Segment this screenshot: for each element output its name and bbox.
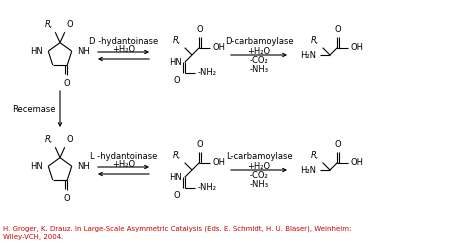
Text: OH: OH	[213, 158, 226, 167]
Text: NH: NH	[77, 162, 90, 171]
Text: O: O	[67, 135, 73, 144]
Text: O: O	[64, 80, 71, 88]
Text: -NH₂: -NH₂	[197, 183, 216, 192]
Text: +H₂O: +H₂O	[247, 162, 271, 170]
Text: OH: OH	[213, 43, 226, 52]
Text: O: O	[334, 25, 341, 34]
Text: -CO₂: -CO₂	[250, 56, 268, 64]
Text: D -hydantoinase: D -hydantoinase	[89, 37, 158, 45]
Text: +H₂O: +H₂O	[112, 160, 135, 168]
Text: -NH₃: -NH₃	[249, 64, 268, 74]
Text: H₂N: H₂N	[301, 50, 317, 60]
Text: OH: OH	[351, 158, 364, 167]
Text: O: O	[173, 191, 180, 200]
Text: +H₂O: +H₂O	[112, 44, 135, 54]
Text: HN: HN	[30, 47, 43, 56]
Text: R,: R,	[173, 151, 182, 160]
Text: R,: R,	[311, 151, 319, 160]
Text: O: O	[67, 20, 73, 29]
Text: O: O	[64, 194, 71, 204]
Text: R,: R,	[173, 36, 182, 45]
Text: +H₂O: +H₂O	[247, 46, 271, 56]
Text: O: O	[334, 140, 341, 149]
Text: H₂N: H₂N	[301, 165, 317, 174]
Text: HN: HN	[30, 162, 43, 171]
Text: HN: HN	[169, 173, 182, 182]
Text: R,: R,	[45, 20, 53, 29]
Text: -NH₃: -NH₃	[249, 180, 268, 188]
Text: -CO₂: -CO₂	[250, 170, 268, 180]
Text: O: O	[173, 76, 180, 85]
Text: OH: OH	[351, 43, 364, 52]
Text: R,: R,	[45, 135, 53, 144]
Text: HN: HN	[169, 58, 182, 67]
Text: NH: NH	[77, 47, 90, 56]
Text: R,: R,	[311, 36, 319, 45]
Text: H. Groger, K. Drauz. In Large-Scale Asymmetric Catalysis (Eds. E. Schmidt, H. U.: H. Groger, K. Drauz. In Large-Scale Asym…	[3, 226, 351, 232]
Text: O: O	[196, 140, 202, 149]
Text: D-carbamoylase: D-carbamoylase	[225, 37, 293, 45]
Text: -NH₂: -NH₂	[197, 68, 216, 77]
Text: Recemase: Recemase	[12, 104, 56, 114]
Text: Wiley-VCH, 2004.: Wiley-VCH, 2004.	[3, 234, 64, 240]
Text: O: O	[196, 25, 202, 34]
Text: L -hydantoinase: L -hydantoinase	[90, 151, 157, 161]
Text: L-carbamoylase: L-carbamoylase	[226, 151, 292, 161]
